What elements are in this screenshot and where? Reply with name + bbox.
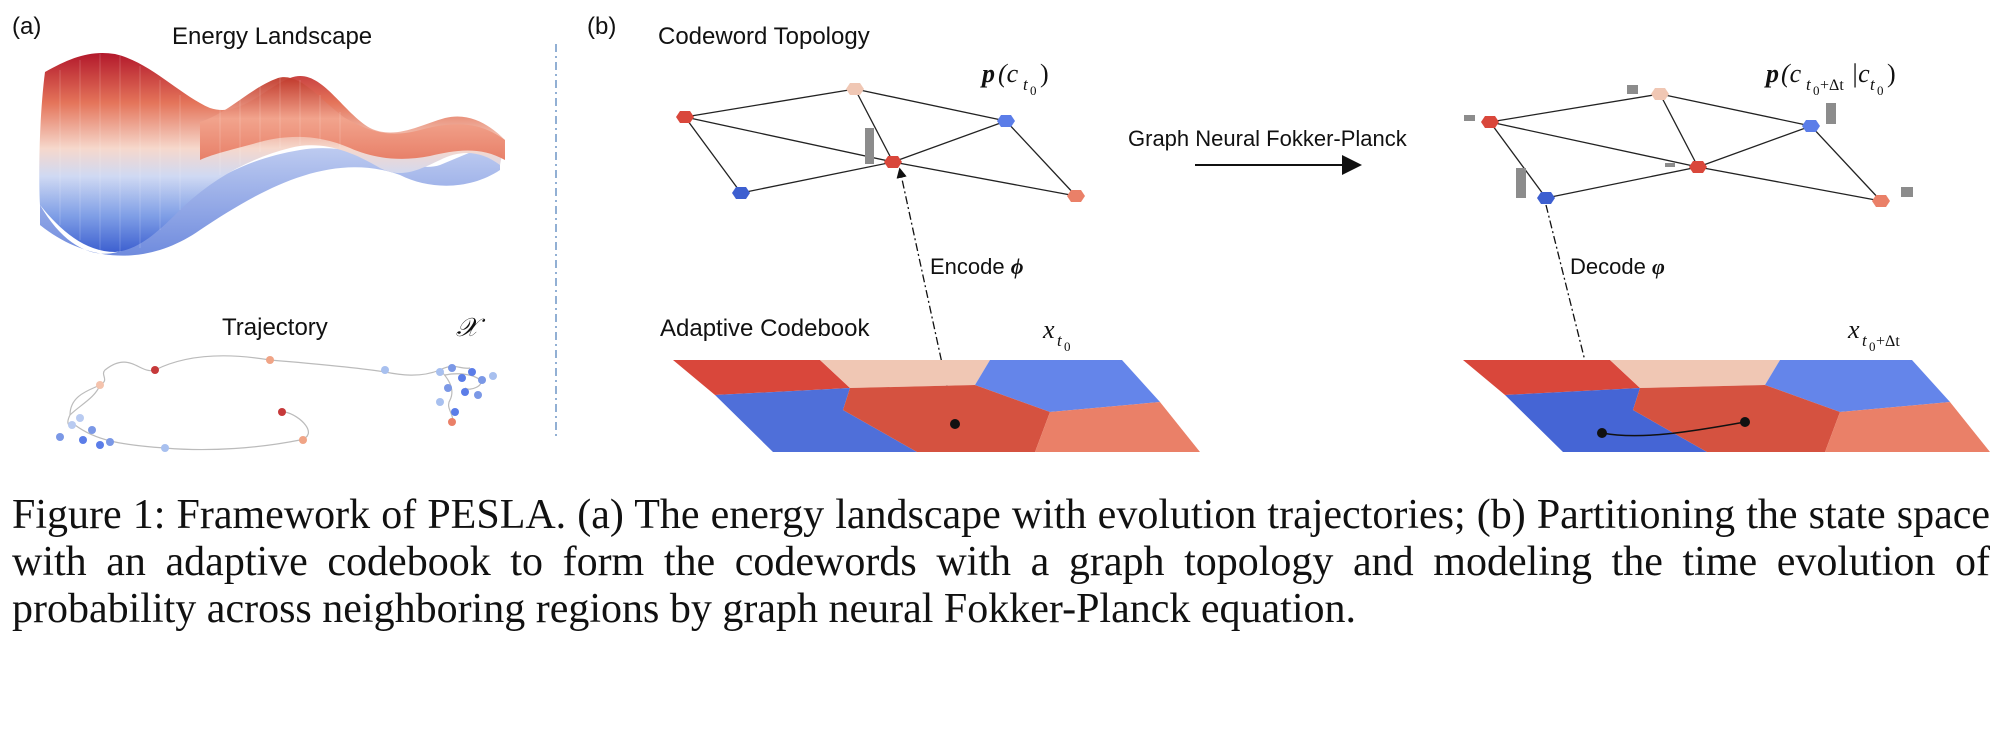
codeword-graph-right: [1464, 85, 1913, 207]
x-right-label: x: [1847, 315, 1860, 344]
svg-text:p: p: [1764, 59, 1779, 88]
prob-right-subtail: +Δt: [1820, 77, 1844, 94]
codeword-graph-left: [676, 83, 1085, 202]
graph-neural-fokker-planck-label: Graph Neural Fokker-Planck: [1128, 126, 1408, 151]
energy-landscape-title: Energy Landscape: [172, 23, 372, 50]
adaptive-codebook-title: Adaptive Codebook: [660, 315, 870, 342]
energy-landscape-surface: [39, 52, 506, 256]
x-left-label: x: [1042, 315, 1055, 344]
codeword-nodes-right: [1481, 88, 1890, 207]
panel-b-label: (b): [587, 13, 616, 40]
svg-text:|c: |c: [1851, 59, 1870, 88]
framework-figure: (a) Energy Landscape Trajectory 𝒳: [12, 13, 1990, 452]
codeword-nodes-left: [676, 83, 1085, 202]
decode-label: Decode φ: [1570, 254, 1665, 279]
x-right-subtail: +Δt: [1876, 333, 1900, 350]
codebook-partition-right: [1463, 360, 1990, 452]
svg-text:(c: (c: [1781, 59, 1802, 88]
prob-right-formula: p (c t 0 +Δt |c t 0 ): [1764, 59, 1896, 98]
prob-left-subsub: 0: [1030, 83, 1037, 98]
trajectory-plot: [56, 355, 497, 452]
codebook-partition-left: [673, 360, 1200, 452]
x-left-sub: t: [1057, 331, 1063, 350]
encode-label: Encode ϕ: [930, 254, 1024, 279]
x-left-subsub: 0: [1064, 339, 1071, 354]
prob-left-close: ): [1040, 59, 1049, 88]
probability-bars-right: [1464, 85, 1913, 198]
prob-left-sub: t: [1023, 75, 1029, 94]
prob-right-subsub2: 0: [1877, 83, 1884, 98]
panel-a-label: (a): [12, 13, 41, 40]
x-right-subsub: 0: [1869, 339, 1876, 354]
figure-caption: Figure 1: Framework of PESLA. (a) The en…: [12, 492, 1990, 632]
prob-right-subsub: 0: [1813, 83, 1820, 98]
trajectory-title: Trajectory: [222, 314, 328, 341]
encode-symbol: ϕ: [1011, 254, 1024, 279]
prob-right-sub2: t: [1870, 75, 1876, 94]
codeword-topology-title: Codeword Topology: [658, 23, 870, 50]
x-right-sub: t: [1862, 331, 1868, 350]
state-space-symbol: 𝒳: [456, 313, 486, 342]
prob-left-formula: p): [980, 59, 1004, 88]
prob-right-sub: t: [1806, 75, 1812, 94]
prob-left-c: (c: [998, 59, 1019, 88]
svg-text:): ): [1887, 59, 1896, 88]
decode-symbol: φ: [1652, 254, 1665, 279]
